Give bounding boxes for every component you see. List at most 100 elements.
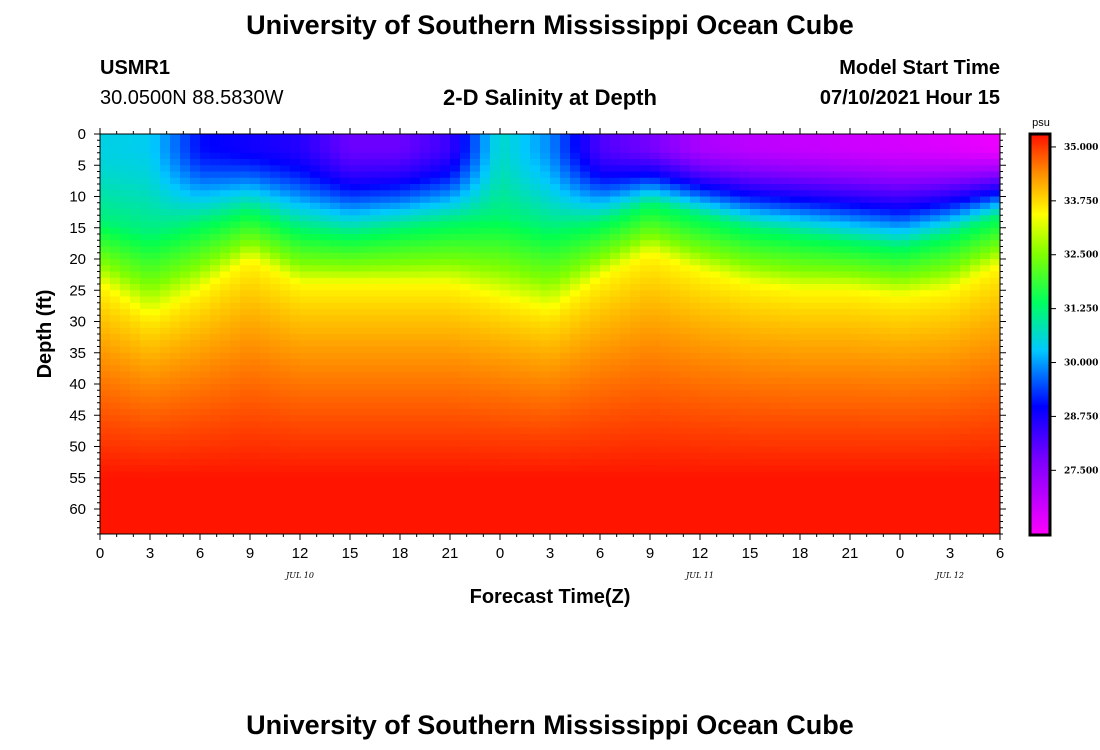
heatmap-cell [210, 134, 221, 141]
heatmap-cell [720, 184, 731, 191]
heatmap-cell [330, 402, 341, 410]
heatmap-cell [440, 515, 451, 523]
heatmap-cell [550, 315, 561, 323]
heatmap-cell [490, 496, 501, 504]
heatmap-cell [170, 521, 181, 529]
heatmap-cell [720, 315, 731, 323]
heatmap-cell [640, 527, 651, 534]
heatmap-cell [300, 396, 311, 404]
heatmap-cell [660, 384, 671, 391]
heatmap-cell [440, 190, 451, 198]
heatmap-cell [630, 352, 641, 360]
heatmap-cell [540, 359, 551, 366]
heatmap-cell [730, 421, 741, 429]
heatmap-cell [770, 452, 781, 460]
heatmap-cell [780, 215, 791, 223]
heatmap-cell [520, 277, 531, 285]
heatmap-cell [840, 134, 851, 141]
heatmap-cell [130, 277, 141, 285]
heatmap-cell [830, 359, 841, 366]
heatmap-cell [780, 265, 791, 273]
heatmap-cell [300, 240, 311, 248]
heatmap-cell [430, 471, 441, 479]
heatmap-cell [650, 152, 661, 160]
heatmap-cell [500, 427, 511, 435]
heatmap-cell [570, 440, 581, 448]
heatmap-cell [410, 265, 421, 273]
heatmap-cell [460, 371, 471, 379]
heatmap-cell [220, 477, 231, 485]
heatmap-cell [840, 327, 851, 335]
heatmap-cell [150, 146, 161, 154]
heatmap-cell [870, 146, 881, 154]
heatmap-cell [380, 446, 391, 454]
heatmap-cell [850, 234, 861, 241]
heatmap-cell [860, 359, 871, 366]
heatmap-cell [350, 265, 361, 273]
heatmap-cell [100, 377, 111, 385]
heatmap-cell [390, 377, 401, 385]
heatmap-cell [700, 359, 711, 366]
heatmap-cell [450, 402, 461, 410]
heatmap-cell [820, 521, 831, 529]
heatmap-cell [740, 446, 751, 454]
heatmap-cell [200, 421, 211, 429]
heatmap-cell [170, 159, 181, 166]
heatmap-cell [440, 146, 451, 154]
heatmap-cell [770, 302, 781, 310]
heatmap-cell [170, 421, 181, 429]
heatmap-cell [840, 246, 851, 254]
heatmap-cell [380, 315, 391, 323]
heatmap-cell [580, 359, 591, 366]
heatmap-cell [210, 290, 221, 298]
heatmap-cell [540, 427, 551, 435]
heatmap-cell [530, 477, 541, 485]
heatmap-cell [800, 196, 811, 204]
heatmap-cell [240, 346, 251, 354]
heatmap-cell [830, 277, 841, 285]
heatmap-cell [220, 246, 231, 254]
heatmap-cell [850, 190, 861, 198]
heatmap-cell [430, 402, 441, 410]
heatmap-cell [610, 234, 621, 241]
heatmap-cell [210, 352, 221, 360]
heatmap-cell [670, 321, 681, 329]
heatmap-cell [300, 340, 311, 348]
heatmap-cell [430, 502, 441, 510]
heatmap-cell [720, 359, 731, 366]
heatmap-cell [260, 227, 271, 235]
heatmap-cell [780, 227, 791, 235]
heatmap-cell [220, 171, 231, 179]
heatmap-cell [840, 452, 851, 460]
heatmap-cell [460, 171, 471, 179]
heatmap-cell [820, 359, 831, 366]
heatmap-cell [690, 271, 701, 279]
heatmap-cell [480, 296, 491, 304]
heatmap-cell [140, 152, 151, 160]
heatmap-cell [690, 521, 701, 529]
heatmap-cell [410, 159, 421, 166]
heatmap-cell [700, 221, 711, 229]
heatmap-cell [630, 421, 641, 429]
heatmap-cell [710, 496, 721, 504]
heatmap-cell [410, 402, 421, 410]
heatmap-cell [790, 209, 801, 216]
heatmap-cell [860, 171, 871, 179]
heatmap-cell [190, 502, 201, 510]
heatmap-cell [190, 171, 201, 179]
heatmap-cell [510, 502, 521, 510]
heatmap-cell [780, 446, 791, 454]
heatmap-cell [790, 171, 801, 179]
heatmap-cell [120, 146, 131, 154]
heatmap-cell [570, 471, 581, 479]
heatmap-cell [590, 527, 601, 534]
heatmap-cell [430, 271, 441, 279]
heatmap-cell [590, 134, 601, 141]
heatmap-cell [800, 240, 811, 248]
heatmap-cell [660, 440, 671, 448]
heatmap-cell [660, 165, 671, 173]
heatmap-cell [100, 146, 111, 154]
heatmap-cell [500, 465, 511, 473]
heatmap-cell [730, 190, 741, 198]
heatmap-cell [440, 365, 451, 373]
